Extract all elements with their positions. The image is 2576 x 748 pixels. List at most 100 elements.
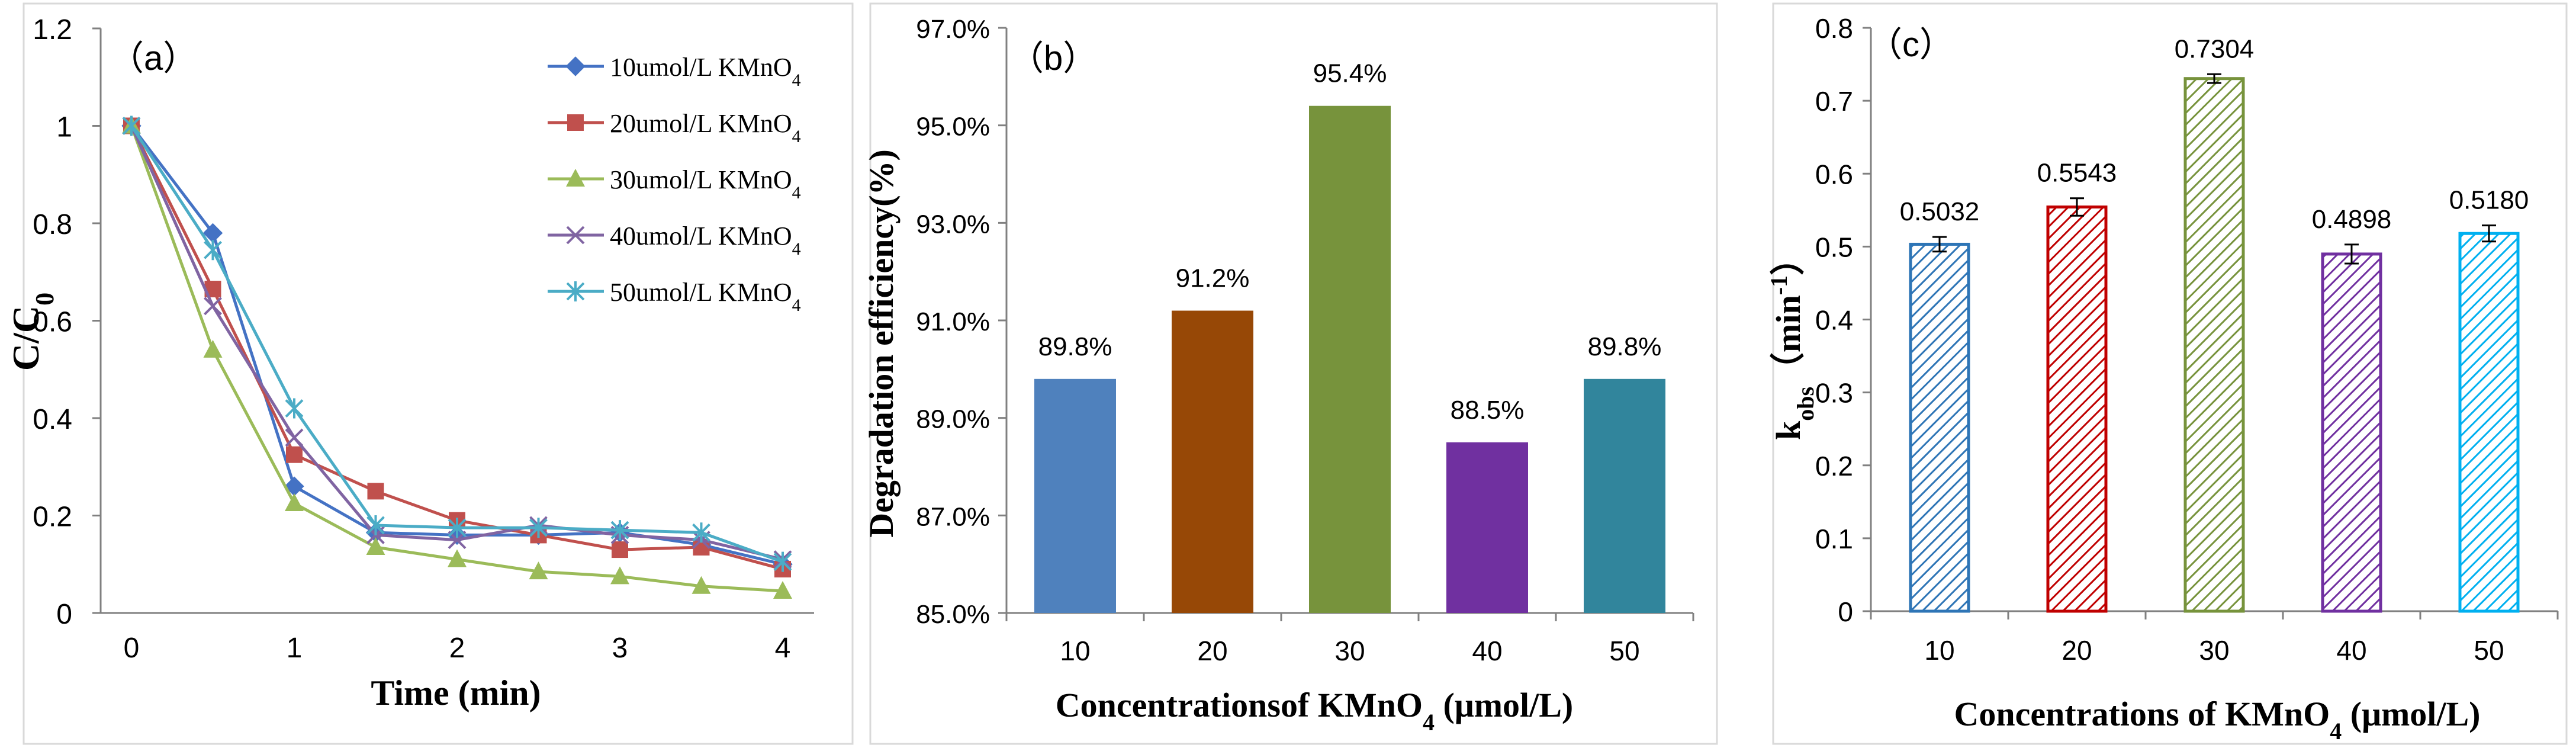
panel-a-data-point	[610, 566, 629, 585]
panel-a-legend-label: 10umol/L KMnO4	[610, 53, 801, 90]
panel-b-bar-10	[1034, 378, 1116, 613]
panel-a-series-5	[122, 115, 792, 572]
panel-b-x-tick-label: 30	[1334, 635, 1365, 666]
panel-c-x-axis-title: Concentrations of KMnO4 (μmol/L)	[1954, 695, 2481, 744]
panel-a-data-point	[285, 428, 304, 447]
panel-c-error-bar	[2070, 197, 2084, 217]
panel-a-x-tick-label: 2	[449, 633, 465, 664]
panel-a-legend-label-sub: 4	[792, 127, 801, 146]
panel-a-y-tick-label: 0.6	[33, 307, 72, 338]
panel-c-data-label: 0.7304	[2175, 34, 2255, 63]
panel-a-data-point	[285, 493, 304, 511]
panel-a-data-point	[692, 522, 710, 543]
panel-a-legend-label-sub: 4	[792, 183, 801, 203]
panel-a-data-point	[529, 561, 548, 580]
panel-a-data-point	[448, 549, 467, 567]
panel-c-y-tick-label: 0.8	[1815, 13, 1853, 44]
panel-b-x-tick-label: 10	[1060, 635, 1090, 666]
panel-b-border	[869, 2, 1718, 745]
panel-b-x-axis-title: Concentrationsof KMnO4 (μmol/L)	[1056, 686, 1574, 736]
panel-b-data-label: 88.5%	[1451, 396, 1525, 425]
panel-c-bar-20	[2046, 206, 2108, 613]
panel-b-bar-chart: （b） Concentrationsof KMnO4 (μmol/L) Degr…	[862, 2, 1718, 745]
panel-c-error-bar	[2482, 224, 2496, 243]
panel-b-data-label: 95.4%	[1313, 59, 1387, 88]
panel-a-legend-label: 20umol/L KMnO4	[610, 109, 801, 146]
panel-c-y-tick-label: 0.3	[1815, 378, 1853, 409]
panel-c-y-tick-label: 0.6	[1815, 159, 1853, 190]
panel-a-x-axis-title: Time (min)	[371, 673, 541, 712]
panel-c-y-tick-label: 0.1	[1815, 524, 1853, 554]
panel-a-label: （a）	[110, 39, 197, 78]
panel-b-bar-40	[1446, 442, 1528, 613]
panel-a-data-point	[367, 483, 384, 500]
panel-c-data-label: 0.4898	[2312, 205, 2392, 234]
panel-a-legend-label-sub: 4	[792, 70, 801, 90]
panel-a-y-tick-label: 0.8	[33, 209, 72, 240]
panel-a-y-axis-title: C/C0	[5, 293, 59, 371]
panel-a-data-point	[203, 339, 223, 358]
panel-c-label: （c）	[1868, 25, 1954, 64]
panel-a-y-tick-label: 1	[56, 112, 72, 143]
panel-a-legend	[542, 43, 820, 303]
panel-a-data-point	[692, 576, 711, 594]
panel-a-legend-label-main: 10umol/L KMnO	[610, 53, 792, 82]
panel-b-data-label: 89.8%	[1588, 332, 1662, 361]
panel-a-y-tick-label: 0	[56, 599, 72, 630]
panel-a-x-tick-label: 3	[612, 633, 628, 664]
panel-c-data-label: 0.5180	[2449, 186, 2529, 215]
panel-a-data-point	[773, 551, 792, 572]
panel-b-data-label: 91.2%	[1176, 264, 1250, 293]
panel-b-y-tick-label: 91.0%	[916, 307, 990, 336]
panel-a-data-point	[122, 115, 141, 136]
panel-c-x-tick-label: 40	[2336, 635, 2366, 666]
panel-c-y-tick-label: 0.7	[1815, 86, 1853, 117]
panel-a-x-tick-label: 1	[287, 633, 303, 664]
panel-a-legend-marker	[566, 281, 585, 301]
panel-c-x-tick-label: 10	[1924, 635, 1954, 666]
panel-b-y-axis-title: Degradation efficiency(%)	[862, 149, 901, 538]
panel-a-y-tick-label: 1.2	[33, 14, 72, 46]
panel-a-data-point	[612, 541, 628, 558]
panel-c-x-tick-label: 50	[2474, 635, 2504, 666]
panel-c-y-tick-label: 0.4	[1815, 305, 1853, 336]
panel-a-legend-label: 30umol/L KMnO4	[610, 165, 801, 203]
panel-a-legend-label-sub: 4	[792, 239, 801, 259]
panel-a-legend-marker	[567, 114, 584, 131]
panel-a-x-tick-label: 4	[775, 633, 791, 664]
panel-a-data-point	[285, 398, 304, 419]
panel-c-data-label: 0.5032	[1900, 197, 1980, 226]
panel-a-legend-label-main: 30umol/L KMnO	[610, 165, 792, 194]
panel-c-y-axis-title: kobs（min-1）	[1765, 241, 1819, 440]
panel-c-y-tick-label: 0.5	[1815, 232, 1853, 262]
panel-b-y-tick-label: 89.0%	[916, 405, 990, 434]
panel-b-y-tick-label: 93.0%	[916, 210, 990, 239]
panel-a-legend-label: 50umol/L KMnO4	[610, 278, 801, 315]
panel-b-bar-30	[1309, 105, 1391, 613]
panel-b-y-tick-label: 97.0%	[916, 15, 990, 44]
panel-a-data-point	[366, 537, 385, 555]
panel-a-series-3	[122, 115, 792, 599]
panel-b-y-tick-label: 85.0%	[916, 600, 990, 629]
panel-a-data-point	[448, 518, 467, 538]
panel-c-border	[1772, 2, 2568, 745]
panel-b-label: （b）	[1009, 39, 1097, 78]
panel-a-border	[22, 2, 854, 745]
panel-a-y-tick-label: 0.2	[33, 502, 72, 533]
panel-a-data-point	[204, 297, 222, 316]
panel-a-data-point	[773, 580, 792, 599]
panel-c-y-tick-label: 0.2	[1815, 451, 1853, 481]
panel-c-x-tick-label: 20	[2062, 635, 2092, 666]
panel-a-data-point	[529, 518, 548, 538]
panel-b-y-tick-label: 87.0%	[916, 502, 990, 531]
panel-a-data-point	[204, 240, 222, 261]
panel-b-x-tick-label: 50	[1609, 635, 1639, 666]
panel-c-bar-30	[2183, 77, 2245, 613]
panel-a-legend-marker	[566, 169, 585, 187]
panel-c-y-tick-label: 0	[1838, 596, 1853, 627]
panel-a-legend-marker	[565, 56, 586, 76]
panel-c-x-tick-label: 30	[2199, 635, 2229, 666]
panel-b-x-tick-label: 40	[1472, 635, 1502, 666]
panel-a-line-chart: （a） Time (min) C/C0 0 0.2 0.4 0.6 0.8 1 1.2 0 1 2…	[5, 2, 854, 745]
panel-a-y-tick-label: 0.4	[33, 404, 72, 435]
